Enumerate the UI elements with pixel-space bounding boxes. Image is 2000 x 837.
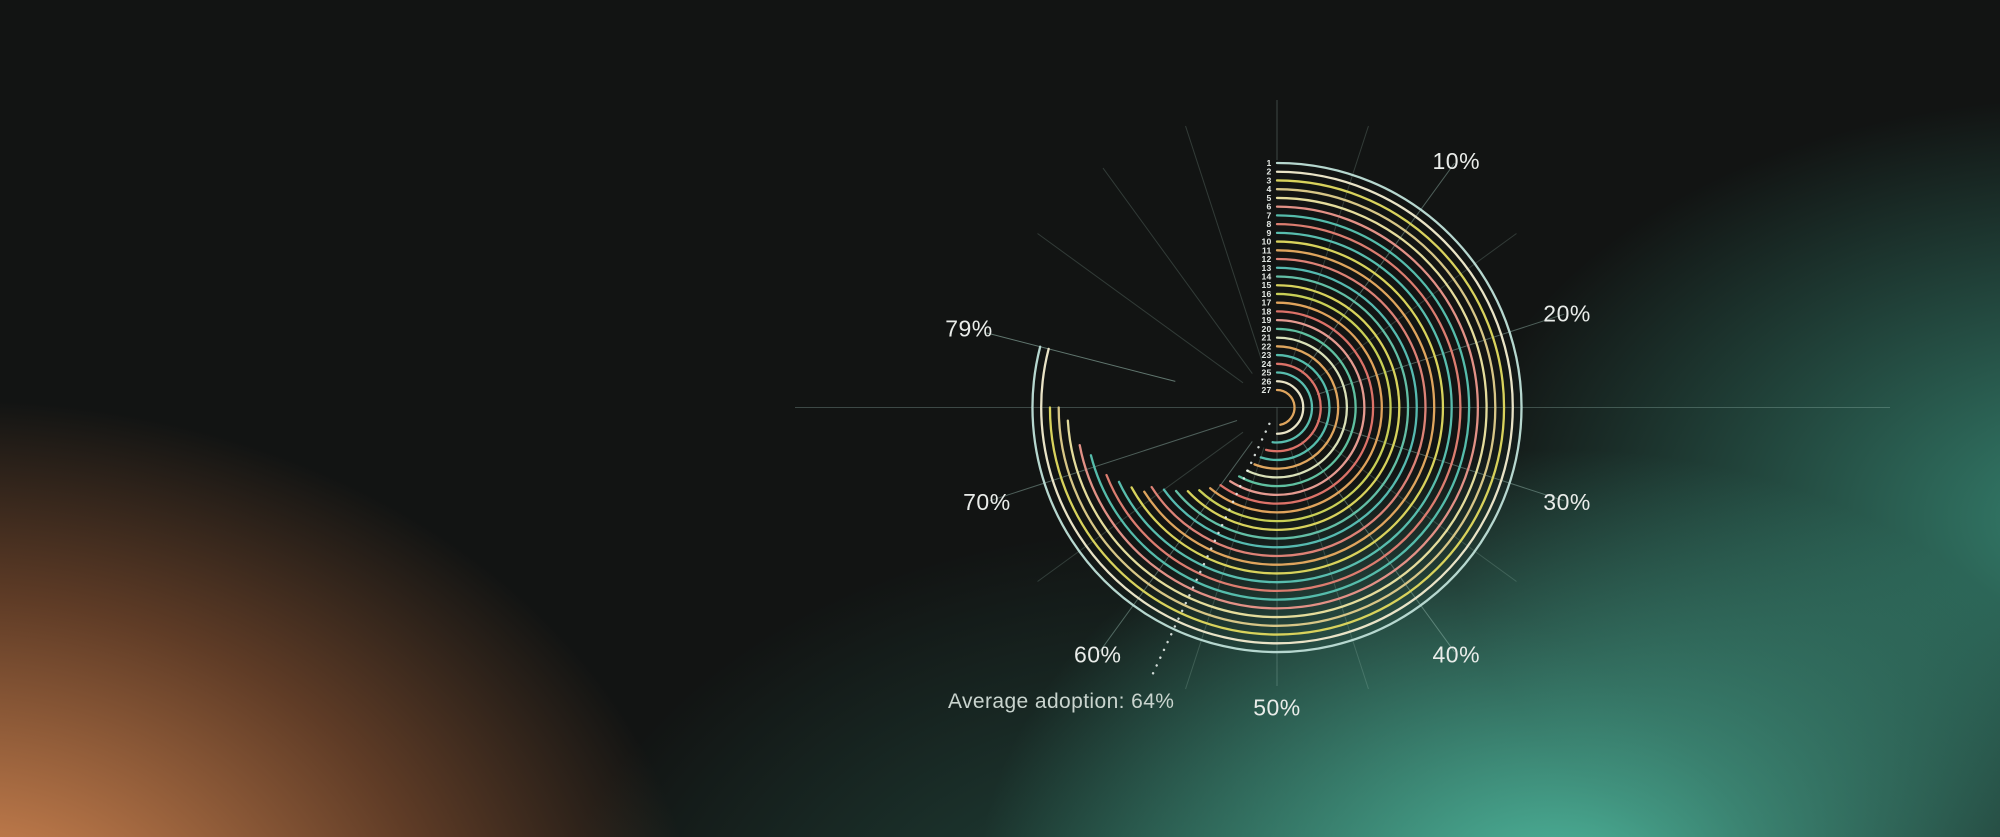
ring-arc [1209, 301, 1383, 514]
ring-arc [1275, 388, 1296, 426]
ring-number-label: 20 [1262, 324, 1272, 334]
ring-number-label: 23 [1262, 350, 1272, 360]
ring-arc [1271, 371, 1314, 444]
ring-arc [1264, 362, 1322, 453]
ring-number-label: 11 [1262, 245, 1272, 255]
minor-gridline [1310, 431, 1517, 582]
ring-arc [1040, 170, 1514, 645]
major-gridline [1301, 441, 1455, 653]
ring-arc [1253, 345, 1340, 470]
ring-arc [1174, 275, 1410, 540]
ring-number-label: 22 [1262, 341, 1272, 351]
ring-number-label: 7 [1267, 210, 1272, 220]
ring-number-label: 2 [1267, 167, 1272, 177]
minor-gridline [1289, 447, 1369, 690]
ring-number-label: 12 [1262, 254, 1272, 264]
ring-number-label: 25 [1262, 368, 1272, 378]
ring-arc [1186, 284, 1401, 531]
minor-gridline [1289, 125, 1369, 368]
ring-arc [1162, 266, 1418, 549]
ring-arc [1237, 327, 1357, 488]
max-value-label: 79% [945, 315, 993, 341]
ring-number-label: 24 [1262, 359, 1272, 369]
ring-arc [1117, 231, 1453, 584]
ring-arc [1229, 318, 1366, 496]
axis-tick-label: 40% [1433, 641, 1481, 667]
ring-number-label: 4 [1267, 184, 1272, 194]
ring-number-label: 5 [1267, 193, 1272, 203]
ring-arc [1198, 292, 1392, 523]
axis-tick-label: 60% [1074, 641, 1122, 667]
axis-tick-label: 20% [1543, 300, 1591, 326]
ring-number-label: 8 [1267, 219, 1272, 229]
ring-arc [1143, 249, 1436, 566]
major-gridline [1099, 441, 1253, 653]
ring-number-label: 9 [1267, 228, 1272, 238]
axis-tick-label: 70% [963, 489, 1011, 515]
ring-number-label: 3 [1267, 175, 1272, 185]
minor-gridline [1102, 167, 1253, 374]
ring-arc [1105, 222, 1462, 592]
ring-number-label: 17 [1262, 298, 1272, 308]
minor-gridline [1185, 447, 1265, 690]
ring-number-label: 16 [1262, 289, 1272, 299]
ring-number-label: 1 [1267, 158, 1272, 168]
ring-number-label: 6 [1267, 202, 1272, 212]
average-annotation: Average adoption: 64% [948, 690, 1175, 713]
ring-arc [1150, 257, 1427, 558]
ring-arc [1219, 310, 1375, 505]
ring-number-label: 15 [1262, 280, 1272, 290]
ring-number-label: 27 [1262, 385, 1272, 395]
ring-number-label: 13 [1262, 263, 1272, 273]
major-gridline [1301, 162, 1455, 374]
axis-tick-label: 30% [1543, 489, 1591, 515]
ring-arc [1066, 196, 1488, 619]
ring-number-label: 14 [1262, 271, 1272, 281]
major-gridline [989, 420, 1238, 502]
ring-number-label: 19 [1262, 315, 1272, 325]
ring-arc [1048, 179, 1506, 636]
ring-arc [1246, 336, 1349, 479]
ring-arc [1057, 188, 1497, 627]
ring-number-label: 26 [1262, 376, 1272, 386]
max-value-line [986, 332, 1176, 382]
ring-arc [1259, 353, 1331, 462]
ring-arc [1275, 380, 1305, 435]
ring-arc [1089, 214, 1471, 601]
ring-number-label: 10 [1262, 237, 1272, 247]
minor-gridline [1310, 233, 1517, 384]
minor-gridline [1037, 431, 1244, 582]
average-dotted-line [1150, 422, 1271, 677]
major-gridline [1316, 420, 1565, 502]
ring-number-label: 18 [1262, 306, 1272, 316]
minor-gridline [1037, 233, 1244, 384]
ring-number-label: 21 [1262, 333, 1272, 343]
axis-tick-label: 10% [1433, 148, 1481, 174]
major-gridline [1316, 313, 1565, 395]
axis-tick-label: 50% [1253, 695, 1301, 721]
ring-arc [1078, 205, 1479, 610]
ring-arc [1130, 240, 1445, 575]
ring-arc [1031, 161, 1523, 654]
minor-gridline [1185, 125, 1265, 368]
